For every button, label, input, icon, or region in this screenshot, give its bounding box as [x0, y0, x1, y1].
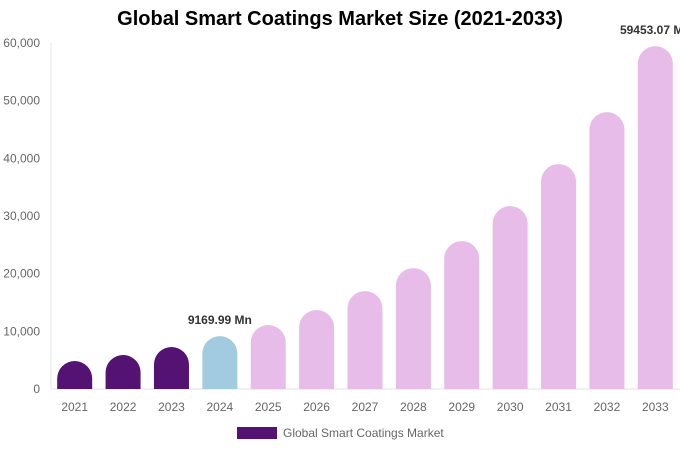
- y-tick-label: 0: [33, 382, 40, 396]
- x-tick-label: 2027: [352, 400, 379, 414]
- bar-2029: [444, 241, 480, 389]
- data-label-2033: 59453.07 Mn: [620, 23, 680, 37]
- bar-2024: [202, 336, 238, 389]
- x-tick-label: 2023: [158, 400, 185, 414]
- bar-2030: [492, 206, 528, 389]
- bar-2023: [153, 347, 189, 389]
- bar-2033: [637, 46, 673, 389]
- x-tick-label: 2031: [545, 400, 572, 414]
- bar-2028: [395, 268, 431, 389]
- x-tick-label: 2022: [110, 400, 137, 414]
- x-tick-label: 2033: [642, 400, 669, 414]
- y-tick-label: 10,000: [3, 324, 40, 338]
- chart-title: Global Smart Coatings Market Size (2021-…: [117, 8, 563, 30]
- legend-swatch: [237, 427, 277, 439]
- y-tick-label: 20,000: [3, 267, 40, 281]
- x-tick-label: 2024: [206, 400, 233, 414]
- x-tick-label: 2030: [497, 400, 524, 414]
- x-tick-label: 2029: [448, 400, 475, 414]
- bar-2032: [589, 112, 625, 389]
- legend-label: Global Smart Coatings Market: [283, 426, 444, 440]
- bar-2027: [347, 291, 383, 389]
- y-tick-label: 30,000: [3, 209, 40, 223]
- y-tick-label: 40,000: [3, 151, 40, 165]
- data-label-2024: 9169.99 Mn: [188, 313, 252, 327]
- legend[interactable]: Global Smart Coatings Market: [237, 426, 444, 440]
- x-tick-label: 2028: [400, 400, 427, 414]
- bar-2031: [541, 164, 577, 389]
- x-tick-label: 2021: [61, 400, 88, 414]
- x-tick-label: 2025: [255, 400, 282, 414]
- y-tick-label: 60,000: [3, 36, 40, 50]
- bar-2021: [57, 361, 93, 389]
- bar-2022: [105, 354, 141, 389]
- bar-2026: [299, 310, 335, 389]
- x-tick-label: 2026: [303, 400, 330, 414]
- bar-2025: [250, 325, 286, 389]
- x-tick-label: 2032: [594, 400, 621, 414]
- y-tick-label: 50,000: [3, 94, 40, 108]
